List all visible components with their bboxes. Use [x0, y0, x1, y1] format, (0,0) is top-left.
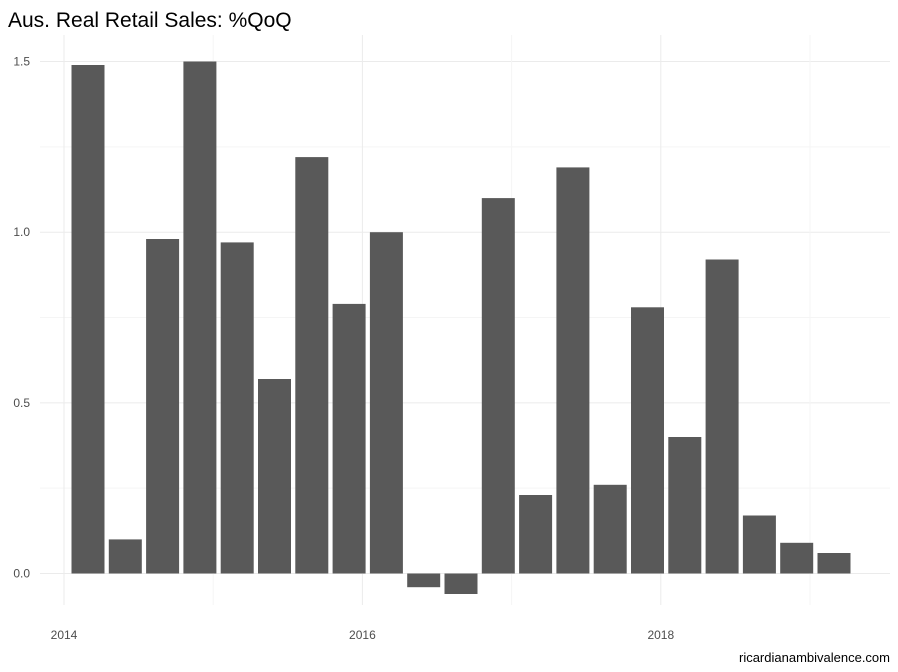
bar-2019-q1	[817, 553, 851, 574]
bars	[71, 61, 851, 594]
y-tick-label: 1.5	[13, 55, 30, 69]
bar-2017-q1	[519, 495, 553, 574]
bar-2017-q2	[556, 167, 590, 574]
bar-2015-q3	[295, 157, 329, 574]
bar-2014-q2	[108, 539, 142, 574]
bar-2015-q2	[258, 379, 291, 574]
y-tick-label: 0.0	[13, 567, 30, 581]
bar-2018-q2	[705, 259, 739, 574]
x-tick-label: 2018	[647, 628, 674, 642]
bar-2016-q1	[369, 232, 403, 574]
x-tick-label: 2016	[349, 628, 376, 642]
x-tick-label: 2014	[51, 628, 78, 642]
chart-title: Aus. Real Retail Sales: %QoQ	[8, 9, 292, 32]
y-axis: 0.0 0.5 1.0 1.5	[13, 55, 30, 581]
bar-2017-q3	[593, 484, 627, 574]
bar-2018-q4	[780, 542, 814, 574]
bar-2016-q3	[444, 573, 478, 594]
bar-2014-q3	[146, 239, 180, 574]
bar-2015-q1	[220, 242, 254, 574]
bar-2018-q3	[742, 515, 776, 574]
bar-2014-q1	[71, 65, 105, 574]
bar-2017-q4	[631, 307, 664, 574]
bar-2016-q4	[481, 198, 515, 574]
y-tick-label: 1.0	[13, 225, 30, 239]
bar-2016-q2	[407, 573, 441, 588]
y-tick-label: 0.5	[13, 396, 30, 410]
grid-lines	[40, 35, 890, 605]
x-axis: 2014 2016 2018	[51, 628, 675, 642]
chart-caption: ricardianambivalence.com	[739, 650, 890, 665]
bar-2014-q4	[183, 61, 217, 574]
bar-2015-q4	[332, 303, 366, 574]
bar-2018-q1	[668, 437, 702, 574]
